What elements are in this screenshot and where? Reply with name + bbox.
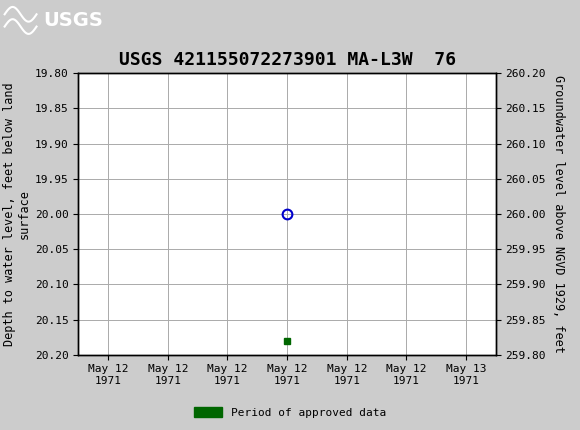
Title: USGS 421155072273901 MA-L3W  76: USGS 421155072273901 MA-L3W 76 [118,51,456,69]
Text: USGS: USGS [44,11,103,30]
Y-axis label: Depth to water level, feet below land
surface: Depth to water level, feet below land su… [3,82,31,346]
Y-axis label: Groundwater level above NGVD 1929, feet: Groundwater level above NGVD 1929, feet [552,75,565,353]
Legend: Period of approved data: Period of approved data [190,402,390,422]
